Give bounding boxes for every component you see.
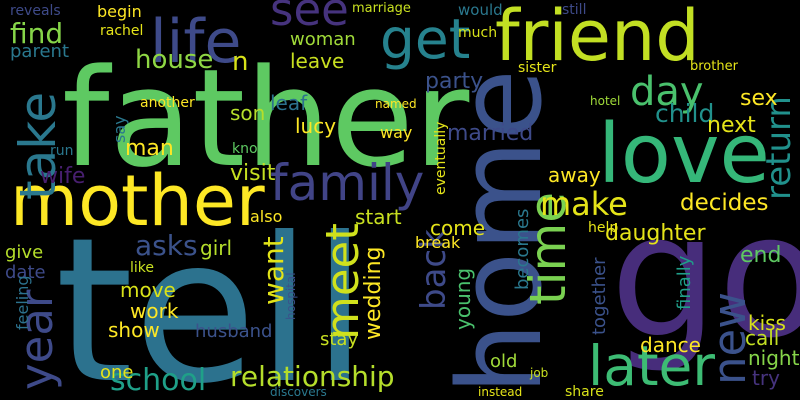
word: day (630, 69, 704, 115)
word: hospital (284, 272, 298, 320)
word: see (270, 0, 349, 36)
word: meet (316, 223, 369, 340)
word: go (610, 178, 800, 376)
word: know (232, 141, 269, 157)
word: becomes (512, 209, 533, 290)
word: hotel (590, 94, 620, 108)
word: come (430, 216, 485, 240)
word: girl (200, 236, 232, 260)
word: leaf (270, 91, 308, 115)
word: also (250, 207, 282, 226)
word: kiss (748, 311, 786, 335)
word: take (9, 92, 67, 200)
word: get (380, 7, 470, 71)
word: back (414, 229, 454, 310)
word: decides (680, 190, 769, 216)
word: father (62, 40, 470, 197)
word: work (130, 299, 179, 323)
word: relationship (230, 360, 395, 393)
word: want (257, 236, 290, 305)
word: house (135, 45, 213, 75)
word: call (745, 326, 779, 350)
word: parent (10, 41, 69, 62)
word: share (565, 384, 604, 400)
word: way (380, 123, 412, 142)
word: love (598, 107, 770, 202)
word: husband (195, 321, 272, 342)
word: married (447, 121, 533, 146)
word: return (759, 96, 799, 200)
word: together (589, 257, 610, 335)
word: lucy (295, 114, 336, 138)
word: find (10, 17, 63, 50)
word: man (125, 136, 174, 161)
word: named (375, 97, 417, 111)
word: next (707, 113, 756, 138)
word: time (519, 192, 577, 305)
word: start (355, 205, 402, 229)
word: young (451, 268, 475, 330)
word: would (458, 1, 503, 19)
word: family (270, 154, 424, 212)
word: later (588, 334, 715, 398)
word: visit (230, 161, 276, 186)
word: reveals (10, 3, 61, 19)
word: make (540, 185, 628, 223)
word: instead (478, 385, 522, 399)
word: much (458, 25, 497, 41)
word: party (425, 69, 483, 94)
word: feeling (13, 275, 32, 330)
word: away (548, 163, 601, 187)
word: dance (640, 333, 701, 357)
word: n (232, 47, 248, 77)
word: new (703, 292, 756, 385)
word: eventually (433, 122, 449, 195)
word: discovers (270, 385, 327, 399)
word: give (5, 242, 43, 263)
word: tell (55, 195, 368, 400)
word: finally (674, 255, 695, 310)
word: help (588, 220, 618, 236)
word: rachel (100, 23, 143, 39)
word: try (752, 366, 780, 390)
word: sex (740, 86, 778, 111)
word: marriage (352, 1, 411, 16)
word: woman (290, 29, 356, 50)
word: home (434, 69, 568, 395)
word: friend (495, 0, 700, 77)
word: old (490, 351, 517, 372)
word: run (50, 143, 74, 159)
word: leave (290, 49, 344, 73)
word: another (140, 95, 195, 111)
word: asks (135, 229, 198, 262)
word: break (415, 233, 461, 252)
word: stay (320, 329, 358, 350)
word: say (110, 115, 129, 143)
word: move (120, 278, 176, 302)
word: end (740, 243, 781, 268)
word: mother (10, 160, 265, 242)
word: wife (40, 164, 85, 189)
word: still (562, 2, 586, 18)
word: daughter (605, 221, 706, 246)
word: show (108, 318, 160, 342)
word: one (100, 362, 134, 383)
word: like (130, 260, 154, 276)
word: night (748, 346, 800, 370)
word: brother (690, 59, 739, 74)
word: year (10, 289, 63, 390)
word: life (150, 7, 241, 77)
word: son (230, 101, 265, 125)
word: wedding (361, 247, 386, 340)
word: child (655, 99, 714, 128)
word: sister (518, 60, 557, 76)
word: begin (97, 2, 142, 21)
word: date (5, 262, 46, 283)
word: job (529, 366, 548, 380)
word: school (110, 363, 206, 398)
